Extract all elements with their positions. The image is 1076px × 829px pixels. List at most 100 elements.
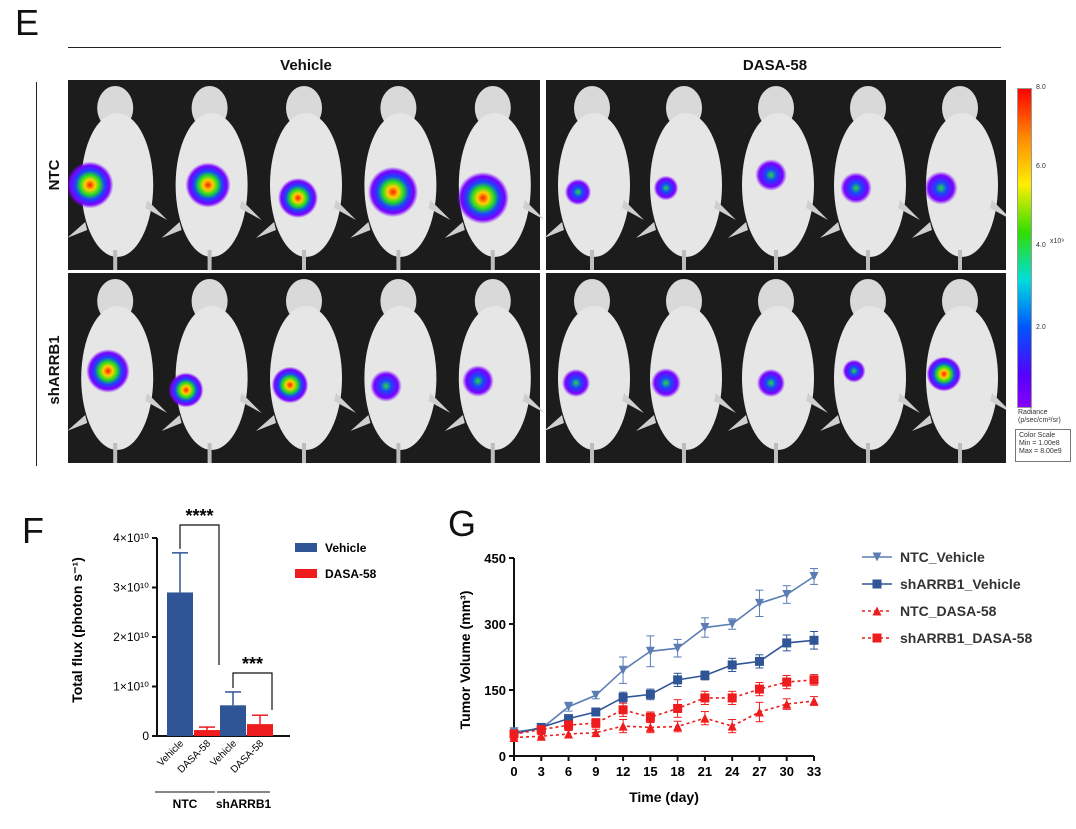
mouse-leg (806, 393, 828, 413)
f-y-tick-label: 1×10¹⁰ (113, 680, 149, 694)
mouse-tail (207, 250, 212, 270)
mouse-leg (428, 200, 451, 220)
f-sig-stars: *** (242, 654, 263, 674)
g-data-point (645, 722, 655, 732)
mouse-leg (161, 222, 182, 238)
g-x-tick-label: 33 (807, 764, 821, 779)
g-legend-marker (872, 633, 882, 643)
mouse-body (458, 306, 531, 450)
mouse-leg (820, 415, 840, 431)
mouse-leg (912, 415, 932, 431)
tumor-signal (926, 356, 962, 392)
mouse-leg (728, 222, 748, 238)
g-series-line (513, 575, 815, 733)
f-legend-label: Vehicle (325, 541, 367, 555)
f-sig-bracket (179, 524, 220, 665)
mouse-tail (396, 250, 401, 270)
g-x-tick-label: 3 (538, 764, 545, 779)
panel-g-letter: G (448, 503, 477, 544)
g-x-tick-label: 24 (725, 764, 740, 779)
mouse-leg (334, 393, 356, 413)
g-data-point (727, 619, 737, 629)
f-sig-bracket (232, 672, 273, 710)
mouse-leg (544, 415, 564, 431)
mouse-leg (622, 393, 644, 413)
panel-e-letter: E (15, 2, 40, 43)
mouse-leg (68, 415, 88, 431)
mouse-leg (544, 222, 564, 238)
g-data-point (618, 665, 628, 675)
g-data-point (591, 728, 601, 738)
g-data-point (591, 718, 601, 728)
tumor-signal (840, 172, 872, 204)
g-x-tick-label: 27 (752, 764, 766, 779)
g-data-point (782, 590, 792, 600)
g-legend-label: shARRB1_Vehicle (900, 576, 1021, 592)
mouse-tail (774, 443, 778, 463)
cb-scale-1: Color Scale (1019, 432, 1056, 439)
panel-f-letter: F (22, 510, 44, 551)
cb-tick-2: 2.0 (1036, 324, 1046, 331)
mouse-leg (898, 200, 920, 220)
g-data-point (618, 721, 628, 731)
mouse-leg (912, 222, 932, 238)
g-y-tick-label: 150 (484, 683, 506, 698)
mouse-tail (590, 443, 594, 463)
g-data-point (673, 722, 683, 732)
mouse-tail (958, 443, 962, 463)
f-legend-swatch (295, 543, 317, 552)
mouse-tail (958, 250, 962, 270)
mouse-leg (161, 415, 182, 431)
mouse-leg (256, 222, 276, 238)
tumor-signal (277, 177, 319, 219)
mouse-tail (113, 250, 118, 270)
g-data-point (782, 638, 792, 648)
tumor-signal (924, 171, 958, 205)
g-legend-label: shARRB1_DASA-58 (900, 630, 1032, 646)
mouse-leg (68, 222, 88, 238)
f-sig-stars: **** (185, 506, 213, 526)
row-label-ntc: NTC (46, 159, 63, 191)
mouse-tail (207, 443, 212, 463)
cb-title-2: (p/sec/cm²/sr) (1018, 417, 1061, 424)
g-x-tick-label: 9 (592, 764, 599, 779)
mouse-body (834, 306, 906, 450)
mouse-leg (714, 200, 736, 220)
cb-title-1: Radiance (1018, 409, 1048, 416)
g-data-point (754, 707, 764, 717)
g-data-point (673, 703, 683, 713)
g-data-point (754, 684, 764, 694)
tumor-signal (842, 359, 866, 383)
g-legend-label: NTC_DASA-58 (900, 603, 997, 619)
col-header-vehicle: Vehicle (280, 57, 332, 74)
tumor-signal (651, 368, 681, 398)
mouse-body (650, 306, 722, 450)
g-data-point (618, 692, 628, 702)
g-data-point (727, 660, 737, 670)
g-y-tick-label: 0 (499, 749, 506, 764)
g-y-tick-label: 300 (484, 617, 506, 632)
g-x-tick-label: 15 (643, 764, 657, 779)
line-chart-g: 0 150 300 450 0 3 6 9 12 15 18 21 24 27 30 33 NTC_Vehicl… (457, 549, 1032, 805)
header-rule (68, 47, 1001, 48)
cb-tick-4: 4.0 (1036, 242, 1046, 249)
f-bar (194, 730, 220, 736)
row-label-sharrb1: shARRB1 (46, 335, 63, 405)
mouse-body (926, 113, 998, 257)
g-data-point (782, 699, 792, 709)
tumor-signal (755, 159, 787, 191)
g-x-tick-label: 6 (565, 764, 572, 779)
g-data-point (754, 598, 764, 608)
mouse-leg (145, 200, 168, 220)
mouse-leg (990, 393, 1006, 410)
mouse-leg (350, 222, 371, 238)
tumor-signal (457, 172, 509, 224)
f-bar (247, 724, 273, 736)
g-legend-marker (872, 552, 882, 562)
mouse-tail (490, 250, 495, 270)
f-bar (167, 592, 193, 736)
g-data-point (645, 712, 655, 722)
tumor-signal (370, 370, 402, 402)
tumor-signal (564, 178, 592, 206)
mouse-leg (428, 393, 451, 413)
